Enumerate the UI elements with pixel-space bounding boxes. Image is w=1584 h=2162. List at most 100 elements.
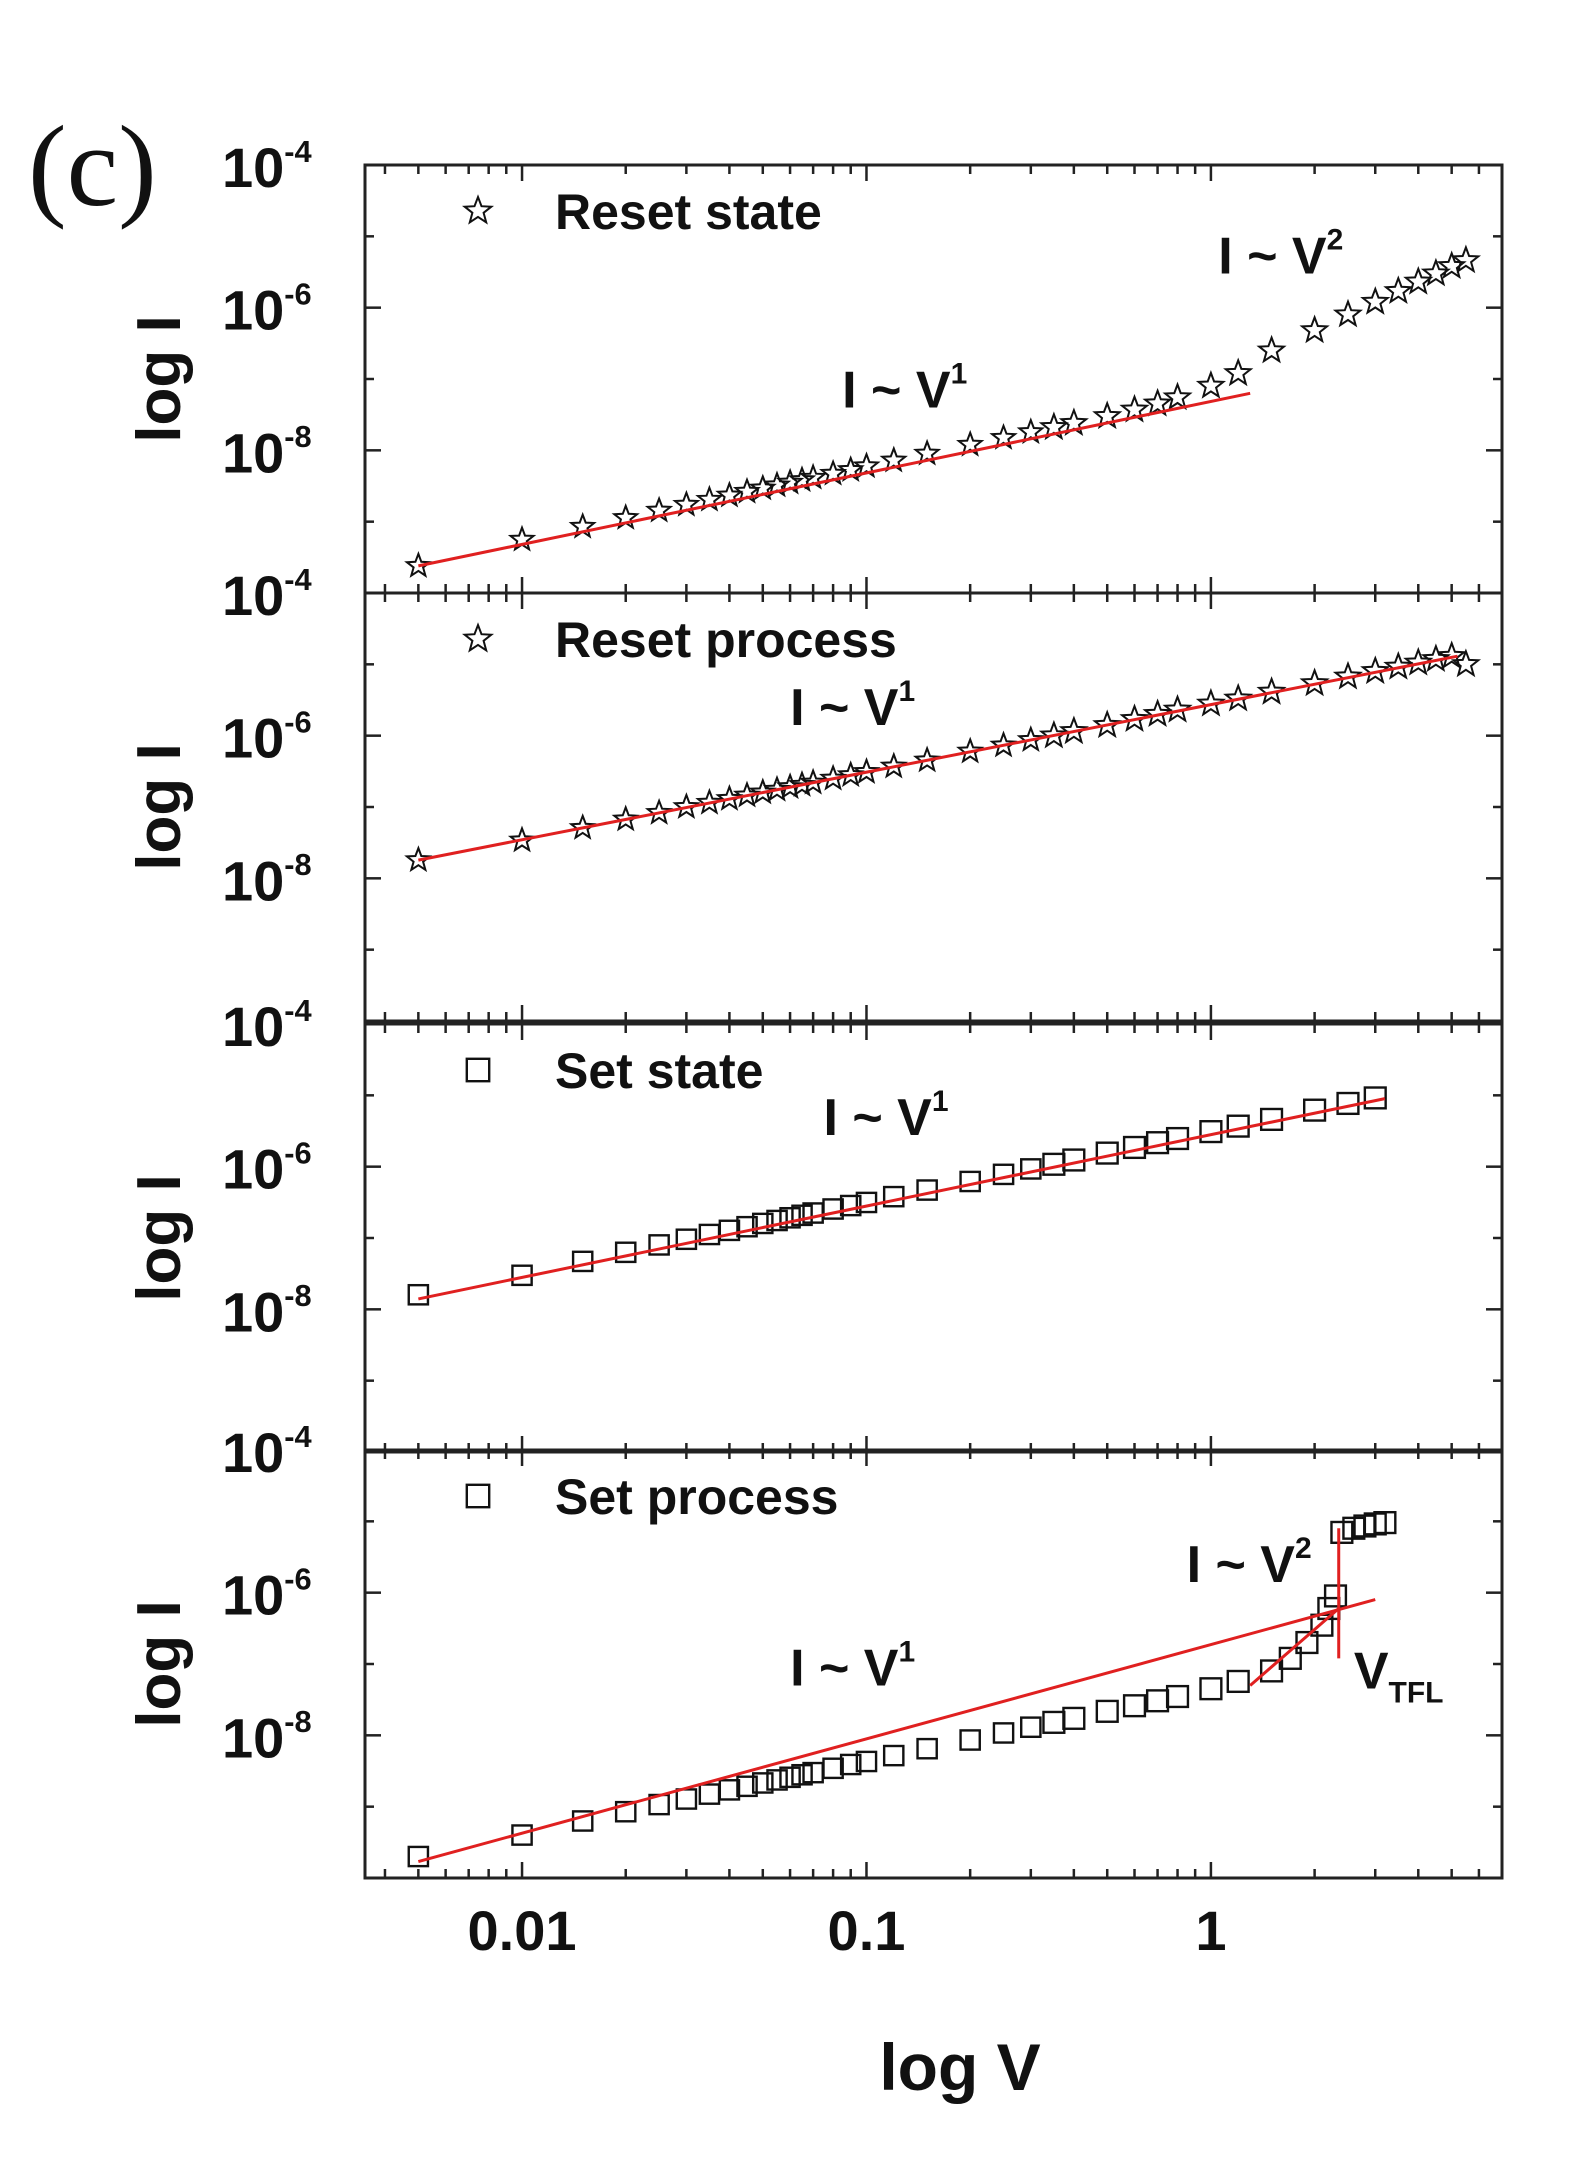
annotation-superscript: 1	[898, 675, 915, 708]
data-point	[882, 1744, 905, 1767]
data-point	[989, 730, 1018, 758]
fit-line	[417, 1598, 1376, 1864]
y-tick-label: 10-6	[222, 276, 312, 341]
y-tick-label-superscript: -8	[284, 847, 311, 882]
data-point	[1373, 1510, 1397, 1535]
annotation-superscript: 2	[1295, 1532, 1312, 1565]
data-point	[855, 1750, 878, 1773]
data-point	[913, 745, 942, 773]
y-tick-label: 10-6	[222, 704, 312, 769]
plot-frame	[363, 591, 1504, 1023]
data-point	[1142, 387, 1173, 417]
data-point	[1165, 1684, 1190, 1709]
data-point	[751, 1772, 774, 1794]
data-point	[672, 792, 701, 820]
data-point	[1259, 1659, 1284, 1683]
data-point	[852, 451, 881, 479]
data-point	[798, 767, 828, 795]
data-point	[992, 1722, 1015, 1744]
data-point	[1383, 275, 1414, 304]
y-tick-label: 10-4	[222, 134, 312, 199]
data-point	[989, 422, 1018, 450]
data-point	[1119, 393, 1150, 423]
data-point	[1360, 655, 1391, 685]
data-point	[1299, 314, 1330, 344]
data-point	[698, 1783, 721, 1805]
data-point	[779, 1206, 801, 1229]
data-point	[1256, 334, 1287, 364]
data-point	[1436, 640, 1467, 669]
data-point	[695, 787, 724, 815]
y-axis-label: log I	[125, 315, 194, 442]
data-point	[736, 1215, 758, 1238]
data-point	[959, 1729, 981, 1751]
y-tick-label-text: 10	[222, 421, 284, 484]
data-point	[839, 1194, 862, 1217]
data-point	[715, 784, 744, 811]
data-point	[1162, 694, 1193, 723]
data-point	[766, 1209, 788, 1232]
data-point	[614, 1241, 637, 1264]
data-point	[1332, 298, 1363, 328]
data-point	[855, 1191, 878, 1214]
legend-label: Reset state	[555, 184, 822, 240]
data-point	[1122, 1694, 1147, 1718]
plot-frame	[363, 1448, 1504, 1880]
data-point	[675, 1228, 698, 1251]
data-point	[751, 1212, 774, 1235]
annotation-text: I ~ V	[790, 679, 899, 737]
y-axis-label: log I	[125, 1174, 194, 1301]
data-point	[1020, 1158, 1042, 1180]
data-point	[822, 1757, 844, 1780]
data-point	[822, 1198, 844, 1220]
data-point	[1145, 1131, 1170, 1155]
data-point	[1145, 1689, 1170, 1713]
y-tick-label-superscript: -4	[284, 1419, 311, 1454]
data-point	[1450, 648, 1482, 678]
data-point	[766, 1769, 788, 1791]
data-point	[852, 757, 881, 785]
data-point	[956, 429, 985, 457]
y-axis-label: log I	[125, 743, 194, 870]
data-point	[1295, 1630, 1319, 1655]
data-point	[916, 1179, 938, 1201]
y-tick-label-text: 10	[222, 564, 284, 627]
y-tick-label-text: 10	[222, 707, 284, 770]
data-point	[404, 845, 433, 873]
y-tick-label: 10-8	[222, 847, 312, 912]
data-point	[571, 1250, 594, 1273]
data-point	[1330, 1520, 1354, 1544]
data-point	[1195, 370, 1227, 399]
annotation-superscript: 1	[951, 357, 968, 390]
data-point	[1165, 1126, 1190, 1151]
data-point	[568, 813, 597, 840]
y-tick-label-text: 10	[222, 1138, 284, 1201]
data-point	[916, 1737, 938, 1760]
data-point	[611, 804, 640, 832]
y-tick-label-text: 10	[222, 279, 284, 342]
y-ticks	[365, 1022, 1502, 1454]
y-tick-label-text: 10	[222, 1421, 284, 1484]
x-ticks	[383, 165, 1504, 593]
data-point	[992, 1163, 1015, 1186]
data-point	[791, 1763, 813, 1786]
fit-line	[418, 654, 1458, 862]
annotation: I ~ V2	[1218, 224, 1343, 286]
data-point	[1122, 1135, 1147, 1160]
data-point	[1223, 357, 1254, 387]
y-tick-label-text: 10	[222, 849, 284, 912]
data-point	[1450, 244, 1482, 274]
data-point	[1332, 660, 1363, 690]
data-point	[1092, 709, 1123, 739]
fit-line	[418, 1097, 1386, 1301]
data-series	[404, 640, 1482, 873]
y-tick-label-text: 10	[222, 136, 284, 199]
legend-label: Set process	[555, 1469, 838, 1525]
legend: Set state	[465, 1043, 763, 1099]
legend: Reset state	[461, 184, 822, 240]
data-point	[648, 1234, 670, 1256]
legend-marker-square	[465, 1483, 491, 1509]
data-point	[1119, 703, 1150, 732]
